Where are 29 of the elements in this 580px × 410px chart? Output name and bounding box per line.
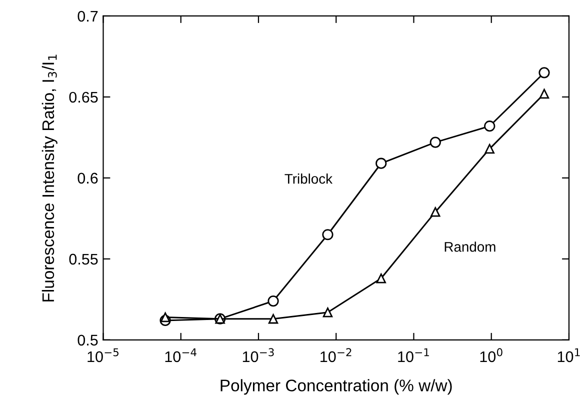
x-tick-label: 10$^{−1}$ — [398, 348, 429, 362]
y-tick-label: 0.5 — [78, 334, 98, 346]
y-tick-label: 0.7 — [78, 10, 98, 22]
x-tick-label: 10$^{−5}$ — [88, 348, 118, 362]
point — [268, 295, 279, 307]
series-label: Triblock — [284, 174, 333, 184]
x-axis-title: Polymer Concentration (% w/w) — [220, 379, 452, 395]
point — [539, 88, 550, 99]
x-tick-label: 10$^{−2}$ — [320, 348, 352, 362]
point — [538, 67, 550, 78]
point — [322, 307, 333, 318]
y-tick-label: 0.6 — [78, 172, 98, 184]
x-tick-label: 10$^{1}$ — [558, 348, 580, 362]
point — [484, 144, 494, 154]
point — [430, 207, 440, 217]
point — [376, 158, 387, 169]
point — [484, 120, 496, 132]
series-label: Random — [444, 242, 496, 252]
x-tick-label: 10$^{0}$ — [480, 348, 502, 362]
point — [268, 314, 278, 324]
x-tick-label: 10$^{−4}$ — [165, 348, 196, 362]
y-axis-title: Fluorescence Intensity Ratio, I$_{3}$/I$_{1}$ — [42, 54, 58, 302]
point — [430, 136, 441, 148]
x-tick-label: 10$^{−3}$ — [242, 348, 274, 362]
y-tick-label: 0.55 — [69, 254, 98, 265]
y-tick-label: 0.65 — [69, 92, 98, 103]
point — [376, 273, 386, 284]
point — [160, 312, 170, 322]
point — [322, 229, 334, 240]
